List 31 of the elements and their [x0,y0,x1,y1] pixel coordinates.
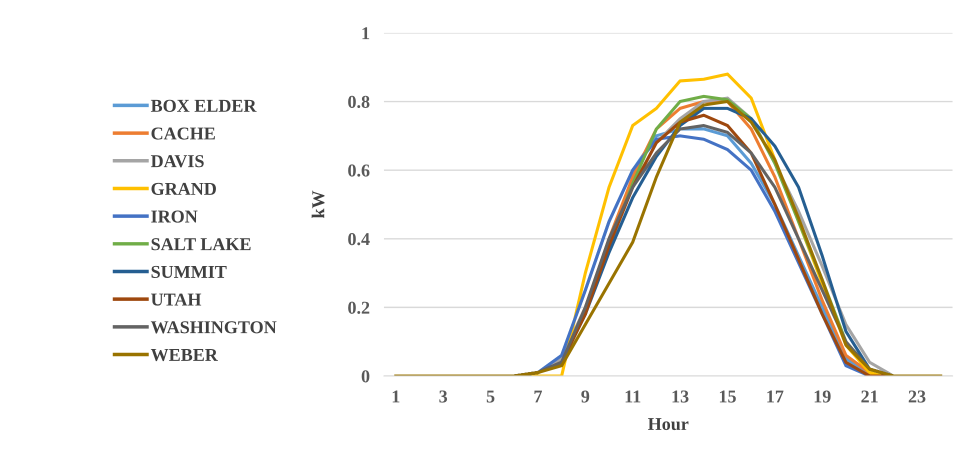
y-tick-label: 0.4 [348,233,370,246]
legend-label: SALT LAKE [152,238,251,250]
legend-label: CACHE [152,127,215,140]
legend-label: SUMMIT [152,266,227,278]
legend-label: WEBER [150,349,218,362]
x-tick-label: 9 [581,390,590,403]
x-axis-title: Hour [648,418,688,430]
y-axis-title: kW [312,190,324,218]
x-tick-label: 23 [908,390,926,403]
legend-label: BOX ELDER [150,100,257,112]
x-tick-label: 19 [814,390,831,403]
x-tick-label: 5 [486,390,494,403]
legend-label: WASHINGTON [150,321,276,334]
x-tick-label: 17 [767,390,784,402]
line-series [394,100,942,376]
x-tick-label: 1 [392,390,400,402]
x-tick-label: 7 [534,390,542,402]
legend-label: IRON [151,210,198,223]
x-tick-label: 13 [672,390,689,403]
y-tick-label: 0.8 [348,96,370,108]
x-tick-label: 3 [439,390,448,403]
legend-label: UTAH [151,294,202,306]
x-tick-label: 21 [861,390,878,402]
x-tick-label: 11 [626,390,640,402]
legend-label: GRAND [152,182,216,195]
y-tick-label: 0.6 [348,164,370,177]
legend-label: DAVIS [150,155,204,168]
y-tick-label: 0 [362,370,370,382]
y-tick-label: 1 [362,27,370,40]
y-tick-label: 0.2 [348,302,370,314]
x-tick-label: 15 [720,390,736,403]
